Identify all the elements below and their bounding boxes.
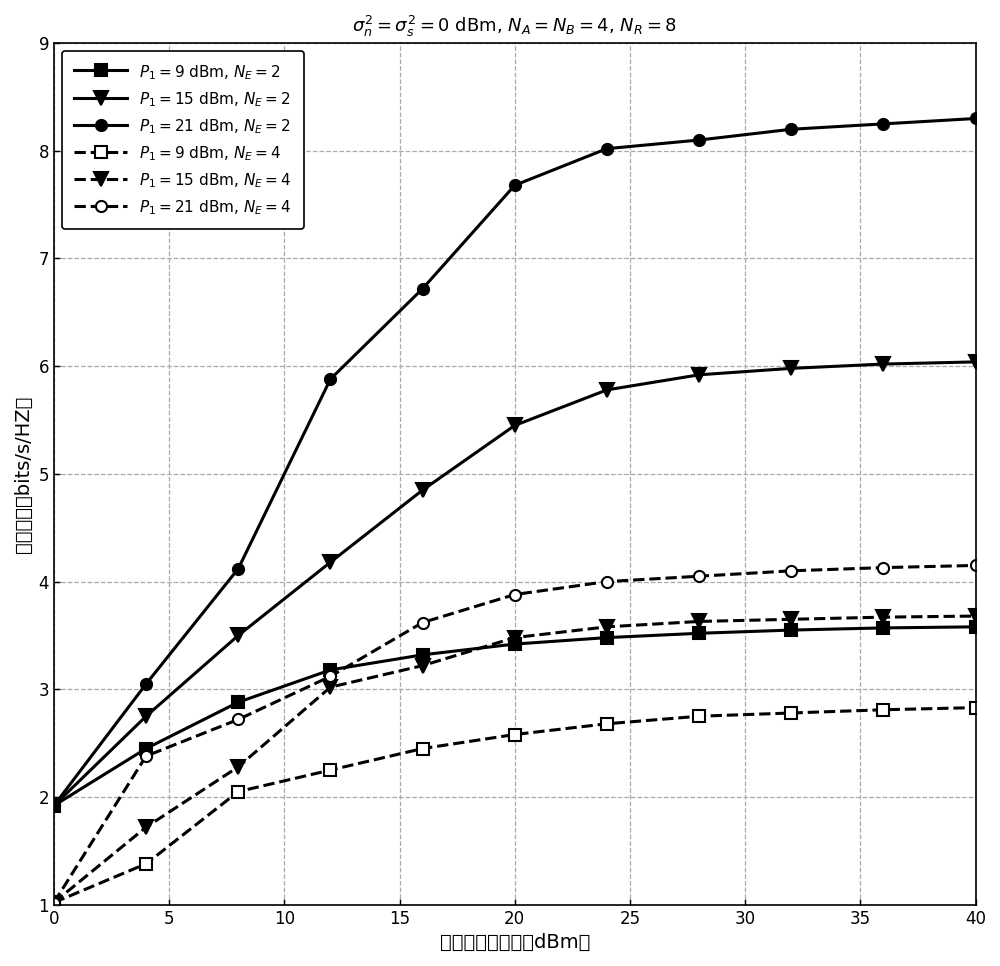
$P_1 = 21$ dBm, $N_E = 4$	[140, 751, 152, 762]
$P_1 = 21$ dBm, $N_E = 2$	[601, 143, 613, 155]
$P_1 = 9$ dBm, $N_E = 4$	[970, 702, 982, 714]
$P_1 = 21$ dBm, $N_E = 2$	[232, 563, 244, 575]
$P_1 = 21$ dBm, $N_E = 4$	[417, 616, 429, 628]
$P_1 = 15$ dBm, $N_E = 2$	[324, 556, 336, 568]
$P_1 = 9$ dBm, $N_E = 2$	[140, 743, 152, 754]
$P_1 = 21$ dBm, $N_E = 4$	[877, 562, 889, 574]
Y-axis label: 安全速率（bits/s/HZ）: 安全速率（bits/s/HZ）	[14, 395, 33, 553]
$P_1 = 21$ dBm, $N_E = 4$	[48, 896, 60, 908]
$P_1 = 15$ dBm, $N_E = 2$	[785, 362, 797, 374]
Line: $P_1 = 21$ dBm, $N_E = 2$: $P_1 = 21$ dBm, $N_E = 2$	[48, 113, 981, 811]
$P_1 = 9$ dBm, $N_E = 4$	[140, 858, 152, 869]
Line: $P_1 = 9$ dBm, $N_E = 2$: $P_1 = 9$ dBm, $N_E = 2$	[48, 621, 981, 811]
$P_1 = 9$ dBm, $N_E = 2$	[970, 621, 982, 633]
$P_1 = 9$ dBm, $N_E = 4$	[324, 764, 336, 776]
$P_1 = 21$ dBm, $N_E = 2$	[417, 283, 429, 295]
Legend: $P_1 = 9$ dBm, $N_E = 2$, $P_1 = 15$ dBm, $N_E = 2$, $P_1 = 21$ dBm, $N_E = 2$, : $P_1 = 9$ dBm, $N_E = 2$, $P_1 = 15$ dBm…	[62, 51, 304, 229]
$P_1 = 21$ dBm, $N_E = 2$	[970, 113, 982, 125]
$P_1 = 15$ dBm, $N_E = 4$	[877, 611, 889, 623]
$P_1 = 9$ dBm, $N_E = 2$	[324, 664, 336, 675]
$P_1 = 9$ dBm, $N_E = 4$	[693, 710, 705, 722]
$P_1 = 9$ dBm, $N_E = 2$	[48, 800, 60, 811]
$P_1 = 15$ dBm, $N_E = 4$	[48, 896, 60, 908]
Line: $P_1 = 15$ dBm, $N_E = 4$: $P_1 = 15$ dBm, $N_E = 4$	[47, 610, 983, 909]
$P_1 = 15$ dBm, $N_E = 2$	[140, 710, 152, 722]
$P_1 = 21$ dBm, $N_E = 4$	[785, 565, 797, 577]
$P_1 = 15$ dBm, $N_E = 4$	[693, 615, 705, 627]
$P_1 = 21$ dBm, $N_E = 2$	[785, 124, 797, 135]
$P_1 = 15$ dBm, $N_E = 2$	[48, 800, 60, 811]
$P_1 = 21$ dBm, $N_E = 4$	[509, 588, 521, 600]
$P_1 = 9$ dBm, $N_E = 2$	[693, 628, 705, 639]
$P_1 = 15$ dBm, $N_E = 4$	[785, 613, 797, 625]
$P_1 = 21$ dBm, $N_E = 4$	[232, 714, 244, 725]
$P_1 = 21$ dBm, $N_E = 4$	[324, 670, 336, 682]
X-axis label: 中继节点总功率（dBm）: 中继节点总功率（dBm）	[440, 933, 590, 952]
$P_1 = 9$ dBm, $N_E = 2$	[232, 696, 244, 708]
$P_1 = 9$ dBm, $N_E = 4$	[417, 743, 429, 754]
$P_1 = 21$ dBm, $N_E = 2$	[509, 180, 521, 191]
$P_1 = 15$ dBm, $N_E = 2$	[877, 358, 889, 370]
$P_1 = 9$ dBm, $N_E = 2$	[417, 649, 429, 661]
$P_1 = 15$ dBm, $N_E = 4$	[417, 660, 429, 671]
$P_1 = 15$ dBm, $N_E = 4$	[140, 821, 152, 833]
$P_1 = 15$ dBm, $N_E = 2$	[693, 369, 705, 381]
$P_1 = 21$ dBm, $N_E = 2$	[877, 118, 889, 129]
$P_1 = 21$ dBm, $N_E = 2$	[324, 373, 336, 384]
$P_1 = 21$ dBm, $N_E = 4$	[693, 570, 705, 582]
$P_1 = 9$ dBm, $N_E = 2$	[509, 639, 521, 650]
$P_1 = 9$ dBm, $N_E = 4$	[509, 728, 521, 740]
$P_1 = 15$ dBm, $N_E = 2$	[232, 630, 244, 641]
$P_1 = 15$ dBm, $N_E = 2$	[970, 356, 982, 368]
$P_1 = 15$ dBm, $N_E = 4$	[232, 761, 244, 773]
$P_1 = 15$ dBm, $N_E = 4$	[970, 611, 982, 622]
$P_1 = 15$ dBm, $N_E = 2$	[509, 419, 521, 431]
$P_1 = 9$ dBm, $N_E = 2$	[877, 622, 889, 634]
$P_1 = 21$ dBm, $N_E = 2$	[48, 800, 60, 811]
$P_1 = 9$ dBm, $N_E = 4$	[232, 785, 244, 797]
$P_1 = 9$ dBm, $N_E = 4$	[877, 704, 889, 716]
$P_1 = 21$ dBm, $N_E = 2$	[693, 134, 705, 146]
$P_1 = 15$ dBm, $N_E = 2$	[601, 384, 613, 396]
Line: $P_1 = 21$ dBm, $N_E = 4$: $P_1 = 21$ dBm, $N_E = 4$	[48, 560, 981, 908]
$P_1 = 15$ dBm, $N_E = 4$	[509, 632, 521, 643]
$P_1 = 15$ dBm, $N_E = 4$	[324, 681, 336, 693]
$P_1 = 21$ dBm, $N_E = 2$	[140, 678, 152, 690]
$P_1 = 21$ dBm, $N_E = 4$	[601, 576, 613, 587]
$P_1 = 15$ dBm, $N_E = 2$	[417, 484, 429, 496]
$P_1 = 9$ dBm, $N_E = 4$	[601, 718, 613, 729]
$P_1 = 9$ dBm, $N_E = 2$	[785, 624, 797, 636]
$P_1 = 9$ dBm, $N_E = 4$	[785, 707, 797, 719]
$P_1 = 15$ dBm, $N_E = 4$	[601, 621, 613, 633]
$P_1 = 9$ dBm, $N_E = 4$	[48, 896, 60, 908]
Title: $\sigma_n^2 = \sigma_s^2 = 0$ dBm, $N_A = N_B = 4$, $N_R = 8$: $\sigma_n^2 = \sigma_s^2 = 0$ dBm, $N_A …	[352, 14, 677, 39]
$P_1 = 9$ dBm, $N_E = 2$	[601, 632, 613, 643]
Line: $P_1 = 9$ dBm, $N_E = 4$: $P_1 = 9$ dBm, $N_E = 4$	[48, 702, 981, 908]
$P_1 = 21$ dBm, $N_E = 4$	[970, 559, 982, 571]
Line: $P_1 = 15$ dBm, $N_E = 2$: $P_1 = 15$ dBm, $N_E = 2$	[47, 355, 983, 812]
